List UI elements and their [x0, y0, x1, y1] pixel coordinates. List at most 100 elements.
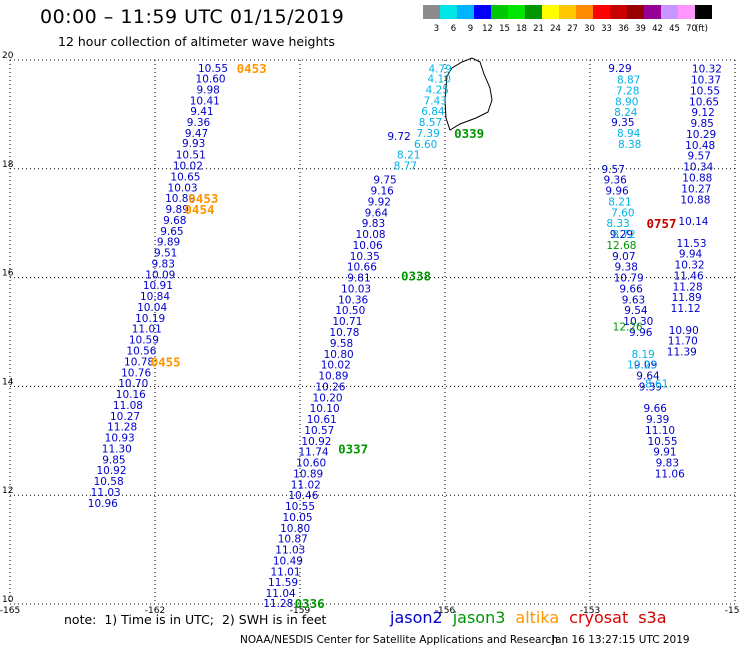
wave-height-label: 11.08 [113, 400, 143, 412]
wave-height-label: 11.01 [132, 324, 162, 336]
wave-height-label: 10.27 [681, 183, 711, 195]
wave-height-label: 9.85 [690, 118, 713, 130]
wave-height-label: 12.68 [606, 240, 636, 252]
wave-height-label: 9.47 [185, 128, 208, 140]
color-swatch [423, 5, 440, 19]
wave-height-label: 8.21 [397, 150, 420, 162]
wave-height-label: 11.46 [674, 270, 704, 282]
wave-height-label: 9.58 [330, 338, 353, 350]
pass-time-label: 0339 [454, 126, 484, 141]
wave-height-label: 10.88 [680, 194, 710, 206]
color-scale-label: 15 [499, 24, 510, 34]
wave-height-label: 10.88 [682, 173, 712, 185]
y-tick-label: 12 [2, 486, 13, 496]
wave-height-label: 9.83 [152, 258, 175, 270]
wave-height-label: 10.16 [116, 389, 146, 401]
color-scale-label: 33 [601, 24, 612, 34]
wave-height-label: 11.30 [102, 443, 132, 455]
wave-height-label: 9.72 [387, 131, 410, 143]
color-swatch [644, 5, 661, 19]
wave-height-label: 9.83 [656, 458, 679, 470]
color-swatch [474, 5, 491, 19]
wave-height-label: 10.78 [124, 356, 154, 368]
wave-height-label: 10.80 [324, 349, 354, 361]
wave-height-label: 8.87 [617, 75, 640, 87]
color-swatch [695, 5, 712, 19]
wave-height-label: 9.57 [688, 151, 711, 163]
color-scale-label: 42 [652, 24, 663, 34]
wave-height-label: 10.58 [94, 476, 124, 488]
wave-height-label: 10.48 [685, 140, 715, 152]
pass-time-label: 0453 [237, 61, 267, 76]
wave-height-label: 10.14 [678, 216, 708, 228]
color-scale-label: (ft) [695, 24, 708, 34]
color-scale-label: 45 [669, 24, 680, 34]
axis-ticks: -165 -162 -159 -156 -153 -150 10 12 14 16 18 20 [0, 51, 740, 616]
wave-height-label: 9.68 [163, 215, 186, 227]
wave-height-label: 11.28 [107, 422, 137, 434]
color-swatch [610, 5, 627, 19]
wave-height-label: 10.70 [118, 378, 148, 390]
color-scale-svg: 3 6 9 12 15 18 21 24 27 30 33 36 39 42 45 70(ft) [423, 5, 712, 34]
wave-height-label: 11.02 [291, 479, 321, 491]
wave-height-label: 11.28 [673, 281, 703, 293]
wave-height-label: 10.34 [683, 162, 713, 174]
wave-height-label: 9.93 [182, 138, 205, 150]
wave-height-label: 11.53 [676, 238, 706, 250]
wave-height-label: 10.10 [310, 403, 340, 415]
color-swatch [440, 5, 457, 19]
y-tick-label: 14 [2, 377, 14, 387]
wave-height-label: 6.60 [414, 139, 437, 151]
wave-height-label: 11.03 [91, 487, 121, 499]
color-swatch [508, 5, 525, 19]
wave-height-label: 9.81 [347, 273, 370, 285]
wave-height-label: 4.25 [426, 84, 449, 96]
wave-height-label: 11.03 [275, 545, 305, 557]
wave-height-label: 10.09 [145, 269, 175, 281]
wave-height-label: 9.41 [190, 106, 213, 118]
wave-height-label: 9.35 [611, 117, 634, 129]
legend-item-cryosat: cryosat [569, 608, 629, 627]
wave-height-label: 8.38 [618, 139, 641, 151]
wave-height-label: 9.75 [373, 175, 396, 187]
wave-height-label: 9.96 [605, 186, 629, 198]
wave-height-label: 10.60 [196, 73, 226, 85]
wave-height-label: 10.46 [288, 490, 318, 502]
legend-item-s3a: s3a [638, 608, 667, 627]
wave-height-label: 10.02 [173, 161, 203, 173]
pass-time-label: 0336 [295, 596, 325, 611]
x-tick-label: -153 [580, 606, 600, 616]
x-tick-label: -159 [290, 606, 311, 616]
wave-height-label: 8.90 [615, 96, 638, 108]
wave-height-label: 11.12 [671, 303, 701, 315]
chart-title: 00:00 – 11:59 UTC 01/15/2019 [40, 6, 345, 28]
color-scale-label: 6 [451, 24, 456, 34]
legend: jason2 jason3 altika cryosat s3a [390, 608, 677, 627]
wave-height-label: 9.51 [154, 248, 177, 260]
legend-item-altika: altika [515, 608, 560, 627]
color-swatch [661, 5, 678, 19]
x-tick-label: -165 [0, 606, 20, 616]
wave-height-label: 9.39 [639, 381, 662, 393]
wave-height-label: 10.60 [296, 458, 326, 470]
wave-height-label: 9.89 [166, 204, 189, 216]
wave-height-label: 10.92 [96, 465, 126, 477]
pass-time-label: 0337 [338, 441, 368, 456]
color-scale: 3 6 9 12 15 18 21 24 27 30 33 36 39 42 45 70 (ft) [0, 0, 740, 40]
wave-height-label: 9.66 [644, 403, 668, 415]
wave-height-label: 10.92 [301, 436, 331, 448]
wave-height-label: 8.24 [614, 107, 638, 119]
wave-height-label: 11.06 [655, 468, 685, 480]
color-scale-label: 9 [468, 24, 473, 34]
color-swatch [678, 5, 695, 19]
wave-height-label: 10.03 [341, 283, 371, 295]
wave-height-label: 8.77 [394, 161, 417, 173]
wave-height-label: 9.91 [653, 447, 676, 459]
wave-height-label: 10.87 [278, 534, 308, 546]
wave-height-label: 10.06 [353, 240, 383, 252]
wave-height-label: 9.16 [370, 186, 394, 198]
color-scale-label: 70 [686, 24, 697, 34]
pass-time-label: 0454 [184, 202, 214, 217]
color-scale-label: 12 [482, 24, 493, 34]
